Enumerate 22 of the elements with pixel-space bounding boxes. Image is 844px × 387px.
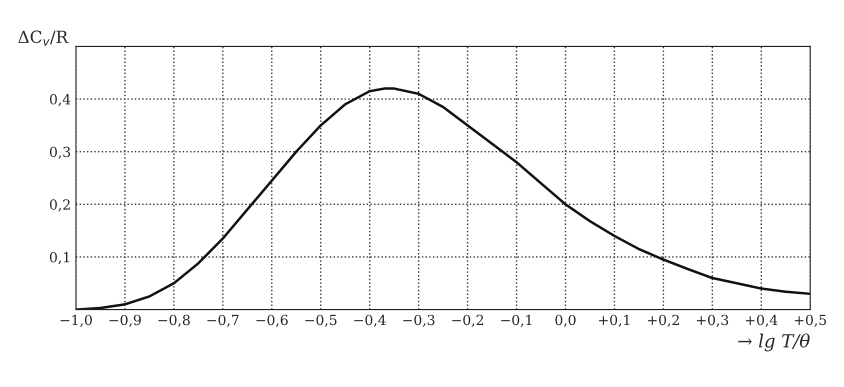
x-axis-title: → lg T/θ <box>738 333 810 352</box>
x-tick-label: −0,3 <box>403 314 434 327</box>
x-tick-label: −0,5 <box>305 314 337 327</box>
x-tick-label: 0,0 <box>555 314 576 327</box>
x-tick-label: −0,8 <box>158 314 190 327</box>
x-tick-label: +0,2 <box>648 314 679 327</box>
x-tick-label: −0,7 <box>207 314 239 327</box>
x-tick-label: −0,4 <box>354 314 386 327</box>
x-tick-label: −1,0 <box>60 314 92 327</box>
x-tick-label: −0,9 <box>110 314 141 327</box>
x-tick-label: −0,1 <box>501 314 532 327</box>
x-tick-label: +0,1 <box>599 314 630 327</box>
x-tick-label: −0,2 <box>452 314 484 327</box>
y-axis-title: ΔC$_{v}$/R <box>18 30 69 46</box>
x-tick-label: +0,4 <box>746 314 778 327</box>
y-tick-label: 0,1 <box>50 252 70 264</box>
x-tick-label: +0,3 <box>696 314 728 327</box>
x-tick-label: +0,5 <box>794 314 826 327</box>
y-tick-label: 0,4 <box>50 94 70 106</box>
y-tick-label: 0,3 <box>50 146 70 159</box>
y-tick-label: 0,2 <box>50 199 70 212</box>
x-tick-label: −0,6 <box>256 314 288 327</box>
